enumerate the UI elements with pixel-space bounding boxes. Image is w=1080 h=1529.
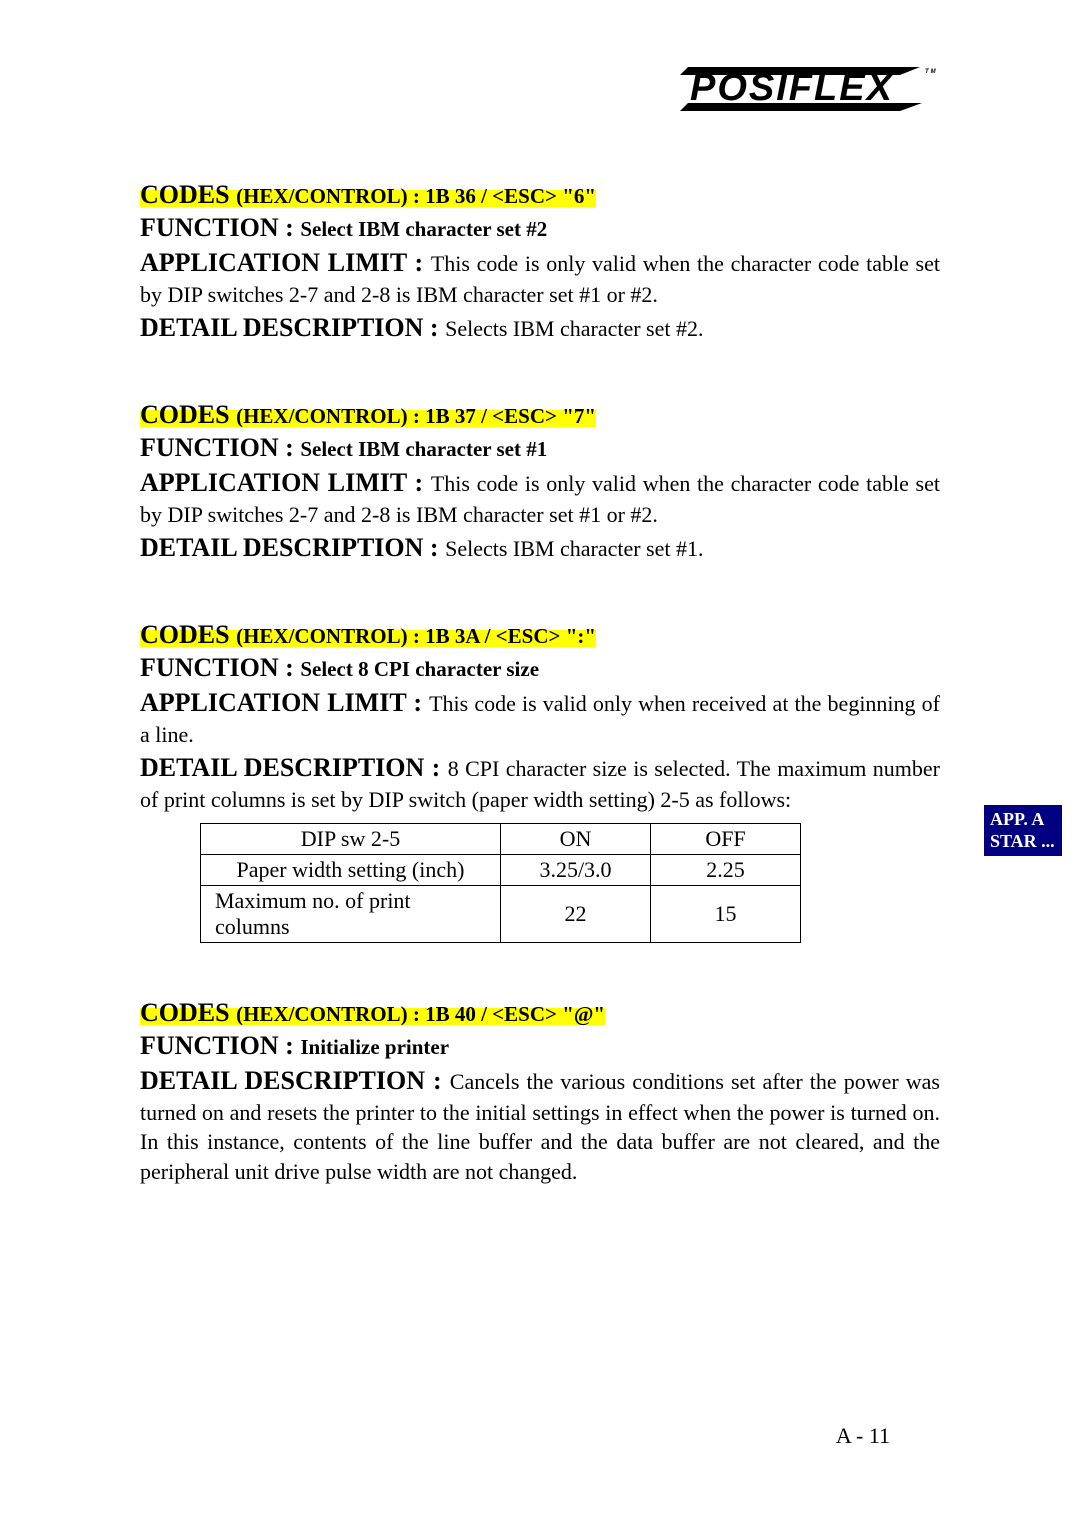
detail-row: DETAIL DESCRIPTION : 8 CPI character siz… xyxy=(140,750,940,815)
table-cell: 15 xyxy=(651,885,801,942)
table-cell: OFF xyxy=(651,823,801,854)
function-row: FUNCTION : Select 8 CPI character size xyxy=(140,650,940,685)
application-label: APPLICATION LIMIT : xyxy=(140,468,431,497)
codes-row: CODES (HEX/CONTROL) : 1B 40 / <ESC> "@" xyxy=(140,998,940,1028)
function-value: Select IBM character set #1 xyxy=(300,437,547,461)
function-row: FUNCTION : Select IBM character set #1 xyxy=(140,430,940,465)
detail-label: DETAIL DESCRIPTION : xyxy=(140,1066,450,1095)
detail-row: DETAIL DESCRIPTION : Cancels the various… xyxy=(140,1063,940,1187)
codes-value: (HEX/CONTROL) : 1B 37 / <ESC> "7" xyxy=(236,404,596,428)
table-cell: 22 xyxy=(501,885,651,942)
table-row: DIP sw 2-5 ON OFF xyxy=(201,823,801,854)
code-section: CODES (HEX/CONTROL) : 1B 37 / <ESC> "7" … xyxy=(140,400,940,565)
function-label: FUNCTION : xyxy=(140,1031,300,1060)
codes-value: (HEX/CONTROL) : 1B 40 / <ESC> "@" xyxy=(236,1002,605,1026)
function-value: Select IBM character set #2 xyxy=(300,217,547,241)
table-cell: Paper width setting (inch) xyxy=(201,854,501,885)
function-label: FUNCTION : xyxy=(140,653,300,682)
code-section: CODES (HEX/CONTROL) : 1B 40 / <ESC> "@" … xyxy=(140,998,940,1187)
svg-text:TM: TM xyxy=(925,69,938,75)
table-cell: DIP sw 2-5 xyxy=(201,823,501,854)
application-row: APPLICATION LIMIT : This code is only va… xyxy=(140,465,940,530)
application-row: APPLICATION LIMIT : This code is only va… xyxy=(140,245,940,310)
function-row: FUNCTION : Select IBM character set #2 xyxy=(140,210,940,245)
codes-label: CODES xyxy=(140,998,236,1027)
function-value: Initialize printer xyxy=(300,1035,449,1059)
function-label: FUNCTION : xyxy=(140,213,300,242)
detail-row: DETAIL DESCRIPTION : Selects IBM charact… xyxy=(140,310,940,345)
cpi-table: DIP sw 2-5 ON OFF Paper width setting (i… xyxy=(200,823,801,943)
table-row: Maximum no. of print columns 22 15 xyxy=(201,885,801,942)
codes-label: CODES xyxy=(140,620,236,649)
table-cell: ON xyxy=(501,823,651,854)
detail-label: DETAIL DESCRIPTION : xyxy=(140,753,448,782)
detail-label: DETAIL DESCRIPTION : xyxy=(140,533,445,562)
table-cell: 2.25 xyxy=(651,854,801,885)
code-section: CODES (HEX/CONTROL) : 1B 3A / <ESC> ":" … xyxy=(140,620,940,943)
detail-value: Selects IBM character set #1. xyxy=(445,536,703,561)
application-label: APPLICATION LIMIT : xyxy=(140,688,429,717)
side-tab: APP. A STAR ... xyxy=(984,805,1062,856)
page-number: A - 11 xyxy=(836,1423,890,1449)
detail-row: DETAIL DESCRIPTION : Selects IBM charact… xyxy=(140,530,940,565)
codes-row: CODES (HEX/CONTROL) : 1B 36 / <ESC> "6" xyxy=(140,180,940,210)
table-row: Paper width setting (inch) 3.25/3.0 2.25 xyxy=(201,854,801,885)
function-value: Select 8 CPI character size xyxy=(300,657,539,681)
codes-label: CODES xyxy=(140,180,236,209)
function-label: FUNCTION : xyxy=(140,433,300,462)
code-section: CODES (HEX/CONTROL) : 1B 36 / <ESC> "6" … xyxy=(140,180,940,345)
codes-value: (HEX/CONTROL) : 1B 3A / <ESC> ":" xyxy=(236,624,596,648)
side-tab-line2: STAR ... xyxy=(990,831,1056,853)
table-cell: 3.25/3.0 xyxy=(501,854,651,885)
application-label: APPLICATION LIMIT : xyxy=(140,248,431,277)
side-tab-line1: APP. A xyxy=(990,809,1056,831)
page-content: CODES (HEX/CONTROL) : 1B 36 / <ESC> "6" … xyxy=(140,180,940,1187)
codes-value: (HEX/CONTROL) : 1B 36 / <ESC> "6" xyxy=(236,184,596,208)
brand-logo: POSIFLEX TM xyxy=(670,55,940,115)
codes-row: CODES (HEX/CONTROL) : 1B 3A / <ESC> ":" xyxy=(140,620,940,650)
application-row: APPLICATION LIMIT : This code is valid o… xyxy=(140,685,940,750)
table-cell: Maximum no. of print columns xyxy=(201,885,501,942)
detail-label: DETAIL DESCRIPTION : xyxy=(140,313,445,342)
logo-text: POSIFLEX xyxy=(690,67,895,109)
function-row: FUNCTION : Initialize printer xyxy=(140,1028,940,1063)
detail-value: Selects IBM character set #2. xyxy=(445,316,703,341)
codes-row: CODES (HEX/CONTROL) : 1B 37 / <ESC> "7" xyxy=(140,400,940,430)
codes-label: CODES xyxy=(140,400,236,429)
